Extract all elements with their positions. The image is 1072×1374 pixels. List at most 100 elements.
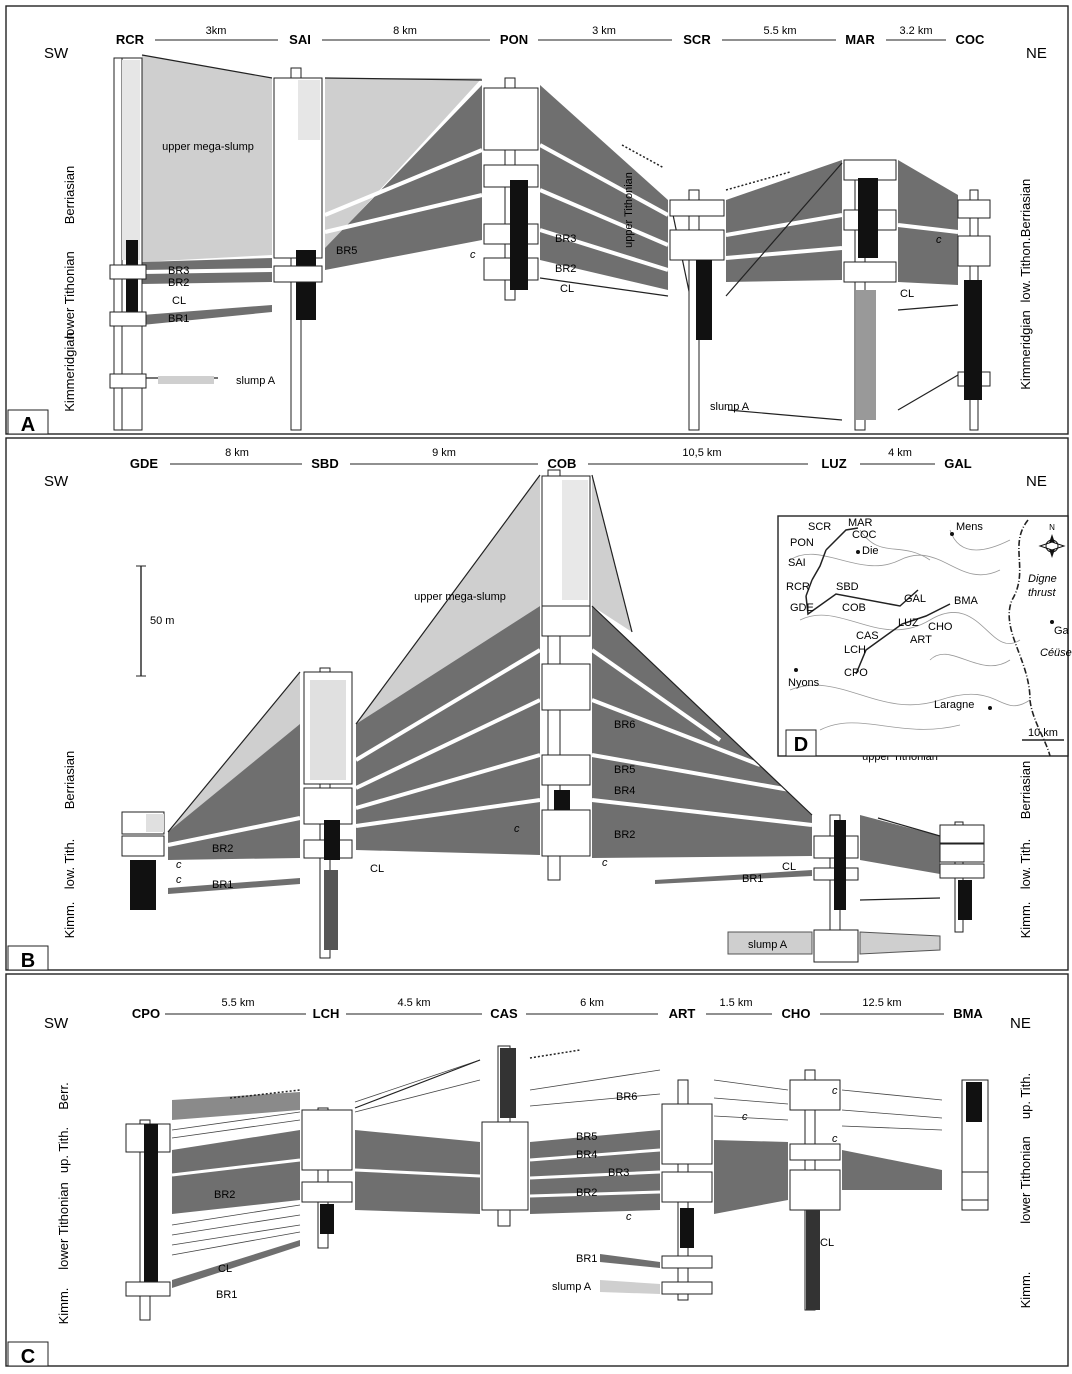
label-br1-b: BR1 xyxy=(212,879,233,891)
label-c-b-1: c xyxy=(176,859,182,871)
stage-c-left-berr: Berr. xyxy=(56,1082,71,1109)
label-cl-c: CL xyxy=(218,1263,232,1275)
label-slump-a-b: slump A xyxy=(748,939,788,951)
map-cho: CHO xyxy=(928,621,953,633)
labels-b: upper mega-slump BR6 BR5 BR4 BR2 BR2 BR1… xyxy=(176,591,938,951)
distances-a: 3km 8 km 3 km 5.5 km 3.2 km xyxy=(206,25,933,37)
br1-band-c xyxy=(600,1254,660,1268)
slump-a-c xyxy=(600,1280,660,1294)
label-c-c-3: c xyxy=(832,1085,838,1097)
stage-b-right-kimm: Kimm. xyxy=(1018,902,1033,939)
map-gde: GDE xyxy=(790,602,814,614)
slump-a-luz-box xyxy=(727,931,813,955)
column-cas xyxy=(481,1045,529,1227)
column-luz xyxy=(813,814,859,963)
section-columns-a xyxy=(109,57,991,431)
band-pon-scr xyxy=(540,85,668,290)
scale-bar-label: 50 m xyxy=(150,615,174,627)
band-cpo-lch-br2 xyxy=(172,1130,300,1214)
map-pon: PON xyxy=(790,537,814,549)
column-cho xyxy=(789,1069,841,1311)
section-cho: CHO xyxy=(782,1006,811,1021)
dist-a-2: 8 km xyxy=(393,25,417,37)
br1-band-cpo xyxy=(172,1240,300,1288)
stage-c-right-up-tith: up. Tith. xyxy=(1018,1073,1033,1119)
label-br1-luz: BR1 xyxy=(742,873,763,885)
map-points xyxy=(794,532,1054,710)
column-sai xyxy=(273,67,323,431)
map-coc: COC xyxy=(852,529,877,541)
column-coc xyxy=(957,189,991,431)
label-c-c-4: c xyxy=(832,1133,838,1145)
section-mar: MAR xyxy=(845,32,875,47)
stage-c-left-up-tith: up. Tith. xyxy=(56,1127,71,1173)
stage-a-right-kimmeridgian: Kimmeridgian xyxy=(1018,310,1033,389)
dist-a-3: 3 km xyxy=(592,25,616,37)
section-pon: PON xyxy=(500,32,528,47)
label-cl-b: CL xyxy=(370,863,384,875)
section-columns-c xyxy=(125,1045,989,1321)
column-gde xyxy=(121,811,165,910)
map-contours xyxy=(789,529,1031,731)
label-c-b-2: c xyxy=(176,874,182,886)
label-slump-a-c: slump A xyxy=(552,1281,592,1293)
dist-b-4: 4 km xyxy=(888,447,912,459)
column-pon xyxy=(483,77,539,301)
panel-a-frame xyxy=(5,5,1069,435)
map-bma: BMA xyxy=(954,595,979,607)
label-c-a-1: c xyxy=(470,249,476,261)
map-labels: SCR MAR COC PON SAI Die Mens RCR SBD GAL… xyxy=(786,517,1072,711)
map-ceuse: Céüse xyxy=(1040,647,1072,659)
label-cl-cho: CL xyxy=(820,1237,834,1249)
upper-mega-slump-a xyxy=(142,55,272,262)
band-cpo-lch-upper xyxy=(172,1092,300,1120)
dashed-line-scr xyxy=(725,171,791,191)
white-lines-a xyxy=(141,143,959,274)
map-d: SCR MAR COC PON SAI Die Mens RCR SBD GAL… xyxy=(777,515,1072,757)
distances-b: 8 km 9 km 10,5 km 4 km xyxy=(225,447,912,459)
map-letter-box xyxy=(785,729,817,757)
panel-a-letter-box xyxy=(7,409,49,435)
svg-text:N: N xyxy=(1049,523,1055,532)
white-lines-c xyxy=(171,1148,661,1198)
map-gal: GAL xyxy=(904,593,926,605)
label-br4-c: BR4 xyxy=(576,1149,597,1161)
band-scr-mar xyxy=(726,160,842,282)
label-br5-a: BR5 xyxy=(336,245,357,257)
label-cl-luz: CL xyxy=(782,861,796,873)
stage-labels-c-right: up. Tith. lower Tithonian Kimm. xyxy=(1018,1073,1033,1309)
stage-c-right-lower-tithonian: lower Tithonian xyxy=(1018,1136,1033,1223)
label-br2-gde: BR2 xyxy=(212,843,233,855)
stage-labels-b-right: Berriasian low. Tith. Kimm. xyxy=(1018,761,1033,939)
orientation-b-left: SW xyxy=(44,473,69,490)
column-bma xyxy=(961,1079,989,1211)
band-luz-gal xyxy=(860,815,940,874)
label-cl-pon: CL xyxy=(560,283,574,295)
band-mar-coc xyxy=(898,160,958,285)
section-coc: COC xyxy=(956,32,986,47)
slump-a-gal xyxy=(859,931,941,955)
stage-labels-a-left: Berriasian lower Tithonian Kimmeridgian xyxy=(62,166,77,412)
panel-c-frame xyxy=(5,973,1069,1367)
compass-rose-icon: N xyxy=(1038,523,1066,558)
column-rcr xyxy=(109,57,147,431)
distances-c: 5.5 km 4.5 km 6 km 1.5 km 12.5 km xyxy=(221,997,901,1009)
label-br3-a: BR3 xyxy=(168,265,189,277)
dist-c-1: 5.5 km xyxy=(221,997,254,1009)
section-gde: GDE xyxy=(130,456,159,471)
map-nyons: Nyons xyxy=(788,677,820,689)
label-c-a-2: c xyxy=(936,234,942,246)
label-br2-b: BR2 xyxy=(614,829,635,841)
section-art: ART xyxy=(669,1006,696,1021)
label-slump-a: slump A xyxy=(236,375,276,387)
white-lines-b xyxy=(167,648,813,847)
label-br6-b: BR6 xyxy=(614,719,635,731)
map-transects xyxy=(805,527,951,675)
digne-thrust-line xyxy=(1008,519,1051,757)
dist-c-4: 1.5 km xyxy=(719,997,752,1009)
column-lch xyxy=(301,1107,353,1249)
orientation-a-left: SW xyxy=(44,45,69,62)
slump-wedge-a xyxy=(325,78,482,250)
label-br3-c: BR3 xyxy=(608,1167,629,1179)
